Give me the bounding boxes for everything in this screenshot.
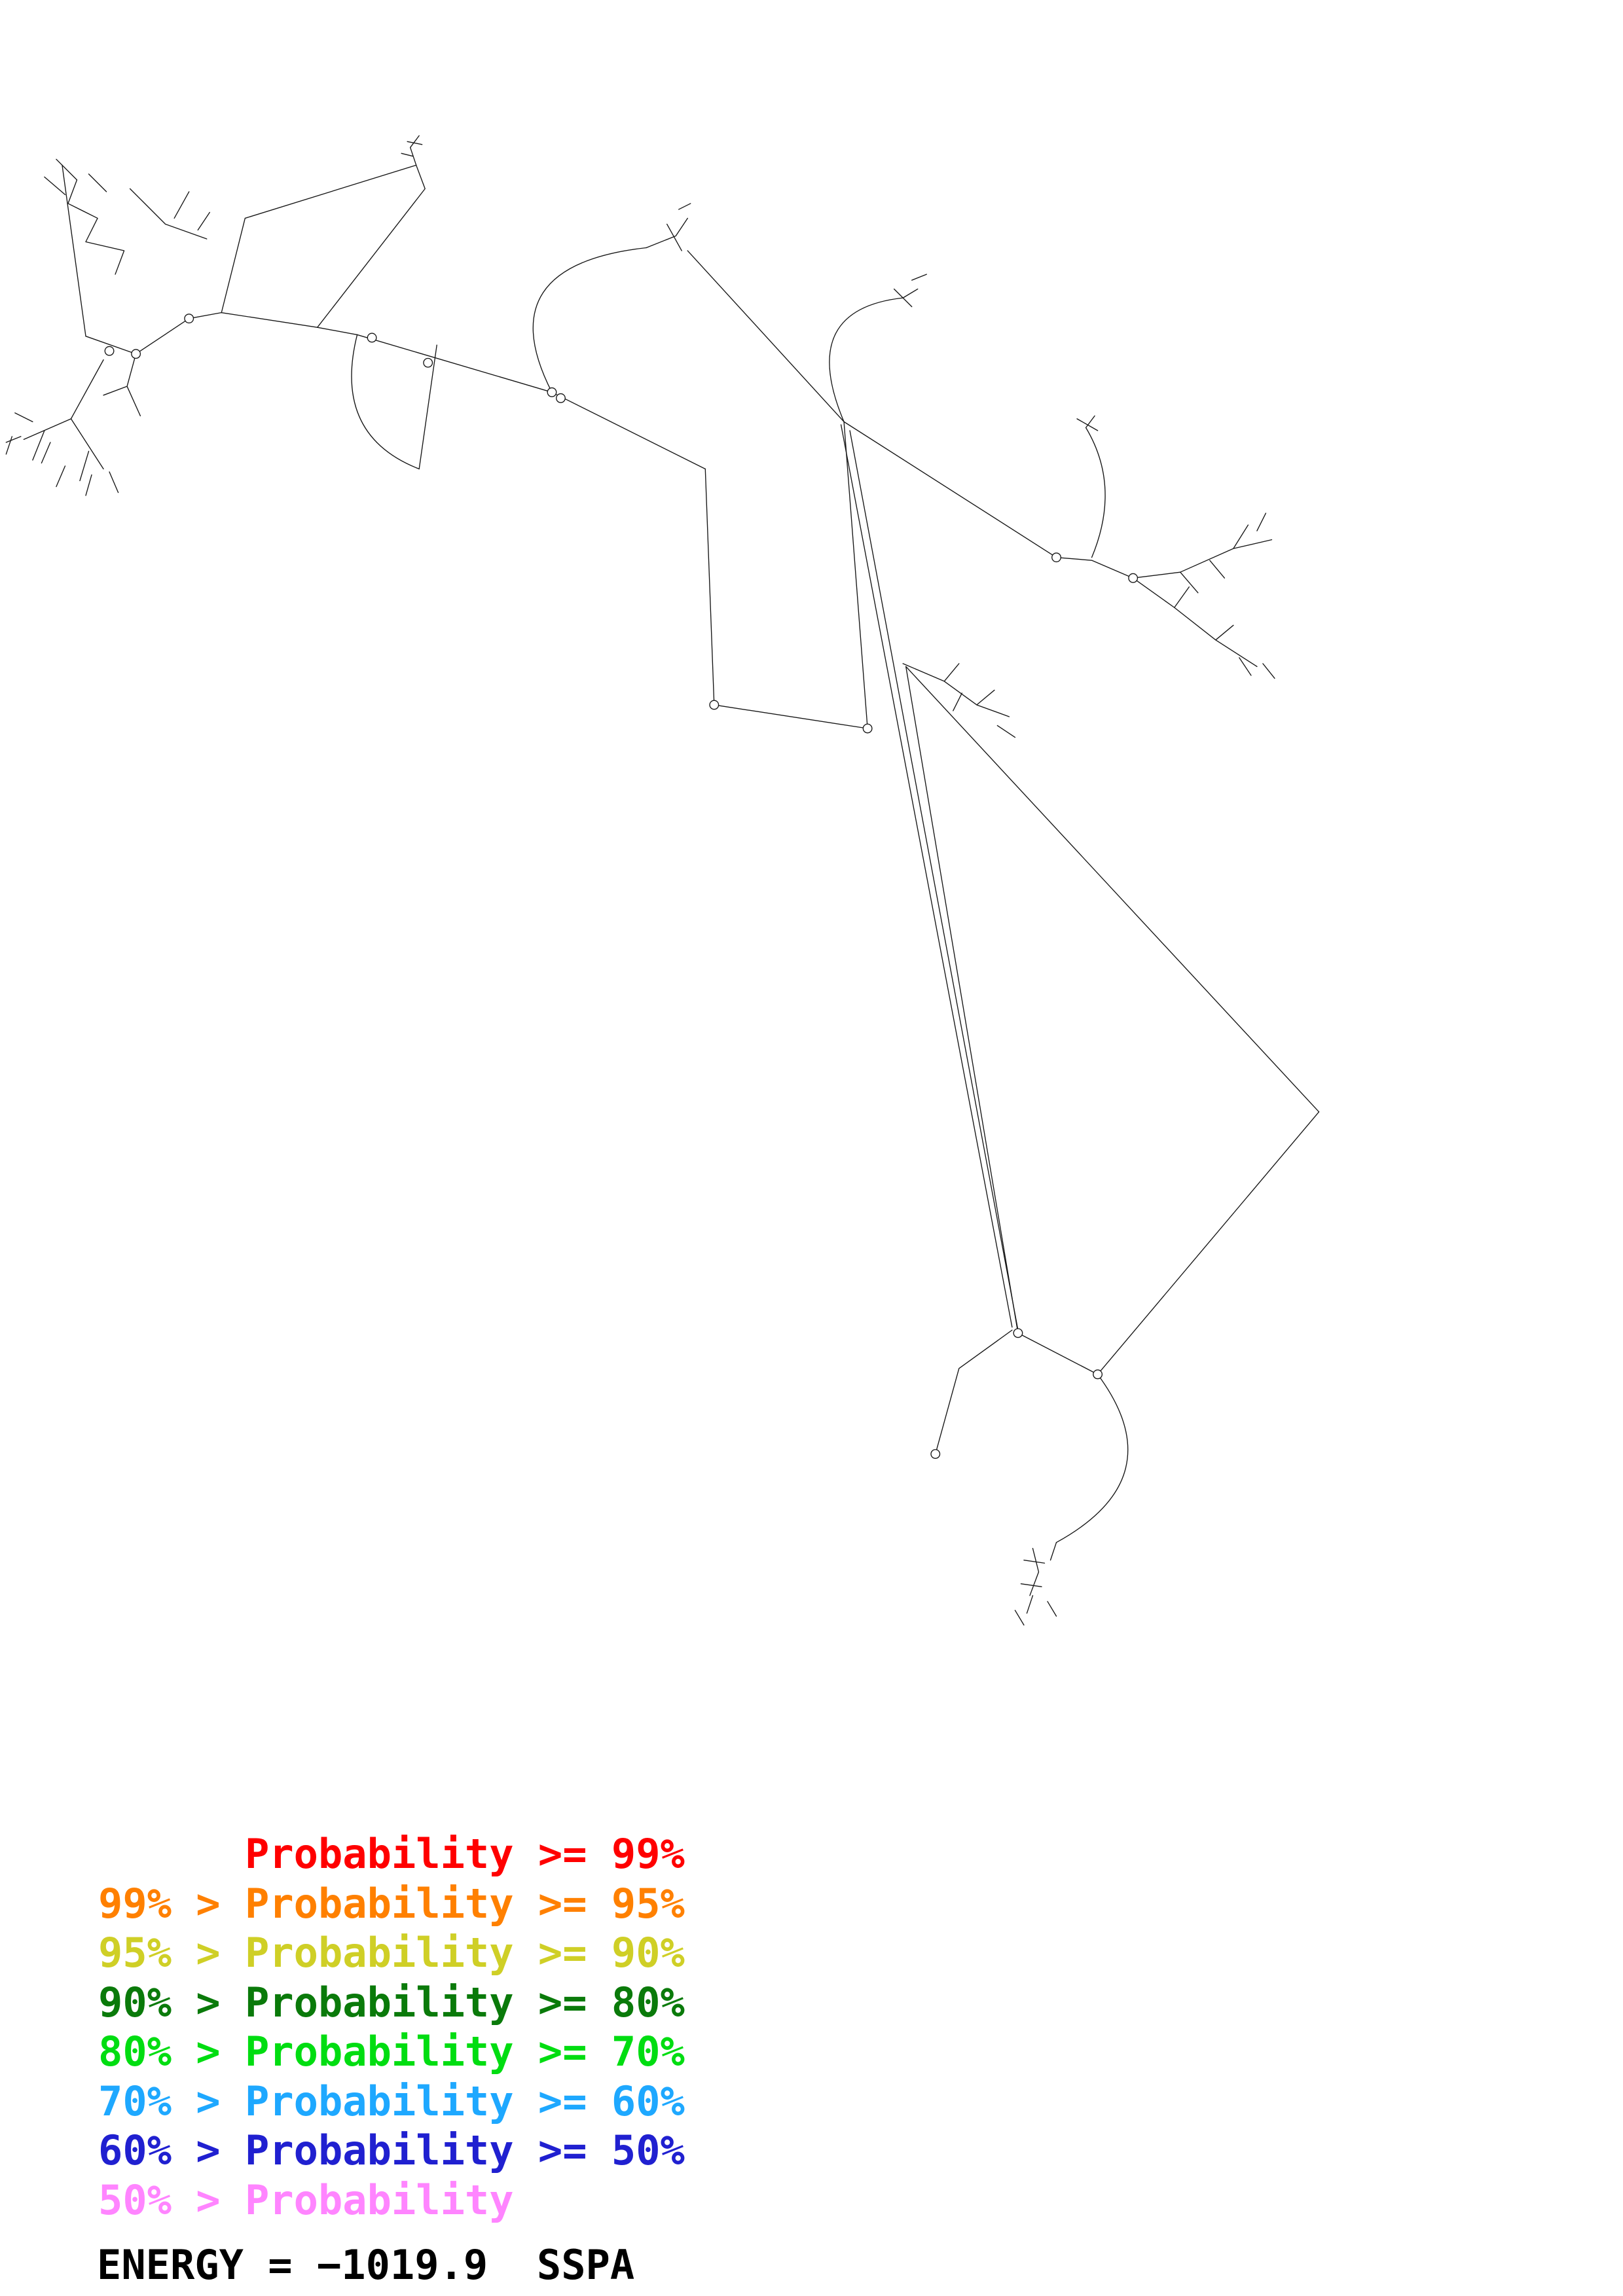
structure-path <box>5 359 104 482</box>
structure-path <box>1014 1548 1057 1626</box>
nucleotide-dot <box>104 346 115 356</box>
structure-path <box>85 312 222 355</box>
structure-path <box>829 297 903 423</box>
nucleotide-dot <box>556 393 566 403</box>
nucleotide-dot <box>1051 552 1061 563</box>
structure-path <box>1132 512 1273 594</box>
legend-item: 60% > Probability >= 50% <box>98 2126 685 2174</box>
nucleotide-dot <box>184 314 194 324</box>
structure-path <box>1097 1111 1320 1375</box>
structure-path <box>849 430 1019 1331</box>
legend-item: Probability >= 99% <box>98 1830 685 1878</box>
structure-path <box>317 327 358 336</box>
structure-path <box>1132 577 1275 679</box>
structure-path <box>44 173 210 240</box>
structure-path <box>351 334 420 470</box>
legend-item: 80% > Probability >= 70% <box>98 2028 685 2075</box>
structure-path <box>317 164 426 328</box>
nucleotide-dot <box>1013 1328 1023 1338</box>
legend-item: 70% > Probability >= 60% <box>98 2077 685 2125</box>
legend-item: 50% > Probability <box>98 2176 514 2224</box>
structure-path <box>843 421 868 729</box>
structure-path <box>893 274 927 308</box>
structure-path <box>1055 1374 1129 1543</box>
structure-path <box>704 468 715 706</box>
nucleotide-dot <box>1093 1369 1103 1380</box>
nucleotide-dot <box>131 349 141 359</box>
structure-path <box>221 312 318 328</box>
structure-path <box>1049 1542 1057 1561</box>
nucleotide-dot <box>930 1449 941 1459</box>
structure-path <box>646 203 691 251</box>
structure-path <box>714 704 868 729</box>
structure-path <box>1055 556 1134 579</box>
structure-path <box>532 247 647 393</box>
structure-path <box>1076 415 1106 558</box>
legend-item: 99% > Probability >= 95% <box>98 1879 685 1928</box>
structure-path <box>418 344 437 470</box>
structure-path <box>103 353 141 417</box>
structure-path <box>56 158 125 275</box>
nucleotide-dot <box>709 700 720 710</box>
nucleotide-dot <box>862 723 873 734</box>
probability-legend: Probability >= 99% 99% > Probability >= 9… <box>98 1829 685 2225</box>
structure-path <box>62 164 86 337</box>
structure-path <box>843 421 1057 558</box>
structure-path <box>902 663 1016 738</box>
legend-item: 90% > Probability >= 80% <box>98 1978 685 2026</box>
nucleotide-dot <box>423 357 433 368</box>
structure-path <box>687 250 845 423</box>
nucleotide-dot <box>367 332 377 343</box>
nucleotide-dot <box>1128 573 1139 583</box>
structure-path <box>935 1329 1013 1455</box>
structure-path <box>1017 1333 1099 1375</box>
structure-path <box>905 666 1019 1334</box>
structure-path <box>840 424 1013 1328</box>
structure-path <box>356 334 553 393</box>
energy-label: ENERGY = −1019.9 SSPA <box>97 2241 635 2289</box>
legend-item: 95% > Probability >= 90% <box>98 1929 685 1977</box>
structure-path <box>905 666 1320 1113</box>
structure-path <box>551 391 706 470</box>
structure-path <box>401 135 423 166</box>
structure-path <box>5 412 119 496</box>
nucleotide-dot <box>547 387 557 397</box>
structure-path <box>221 164 417 314</box>
